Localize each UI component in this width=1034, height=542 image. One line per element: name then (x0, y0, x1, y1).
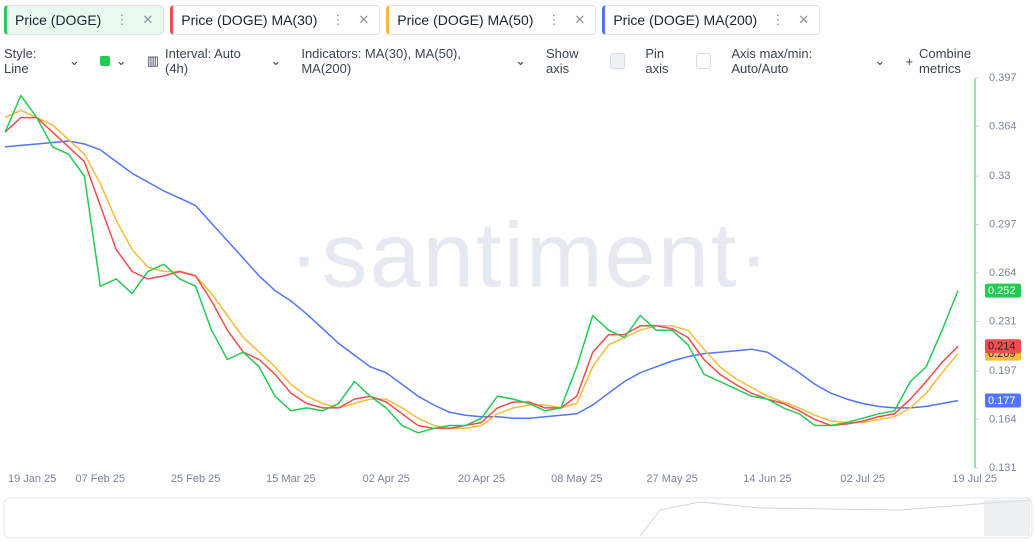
close-icon[interactable]: ✕ (142, 12, 154, 27)
menu-icon[interactable]: ⋮ (331, 12, 345, 27)
menu-icon[interactable]: ⋮ (115, 12, 129, 27)
tab[interactable]: Price (DOGE) ⋮ ✕ (4, 5, 165, 35)
value-badge-label: 0.252 (988, 285, 1016, 297)
label: Pin axis (645, 46, 669, 76)
value-badge-label: 0.214 (988, 341, 1016, 353)
tab[interactable]: Price (DOGE) MA(50) ⋮ ✕ (386, 5, 597, 35)
close-icon[interactable]: ✕ (574, 12, 586, 27)
value-badge (985, 393, 1021, 408)
value-badge (985, 339, 1021, 354)
watermark: ·santiment· (289, 204, 771, 306)
axis-minmax[interactable]: Axis max/min: Auto/Auto ⌄ (731, 46, 886, 76)
label: Style: Line (4, 46, 37, 76)
y-tick-label: 0.131 (989, 462, 1017, 474)
x-tick-label: 25 Feb 25 (171, 473, 221, 485)
y-tick-label: 0.297 (989, 219, 1017, 231)
y-tick-label: 0.364 (989, 120, 1017, 132)
x-tick-label: 19 Jul 25 (952, 473, 997, 485)
checkbox[interactable] (609, 53, 626, 69)
navigator-window[interactable] (984, 500, 1030, 536)
y-tick-label: 0.197 (989, 365, 1017, 377)
series-line (4, 94, 959, 434)
navigator[interactable] (3, 497, 1033, 539)
metric-tabs: Price (DOGE) ⋮ ✕ Price (DOGE) MA(30) ⋮ ✕ Pri… (4, 5, 821, 35)
chart: ·santiment· 0.131 0.164 0.197 0.231 0.264 0.2… (3, 72, 1033, 539)
label: Interval: Auto (4h) (165, 46, 241, 76)
tab[interactable]: Price (DOGE) MA(200) ⋮ ✕ (602, 5, 821, 35)
tab-label: Price (DOGE) MA(50) (397, 12, 534, 28)
menu-icon[interactable]: ⋮ (771, 12, 785, 27)
label: Indicators: MA(30), MA(50), MA(200) (301, 46, 461, 76)
x-tick-label: 02 Jul 25 (840, 473, 885, 485)
show-axis[interactable]: Show axis (546, 46, 626, 76)
toolbar: Style: Line ⌄ ⌄ ▥ Interval: Auto (4h) ⌄ In… (4, 46, 1034, 76)
checkbox[interactable] (695, 53, 712, 69)
pin-axis[interactable]: Pin axis (645, 46, 712, 76)
y-tick-label: 0.164 (989, 414, 1017, 426)
style-select[interactable]: Style: Line ⌄ (4, 46, 80, 76)
navigator-preview (639, 499, 1031, 537)
label: Show axis (546, 46, 579, 76)
y-tick-label: 0.397 (989, 72, 1017, 84)
x-tick-label: 02 Apr 25 (363, 473, 410, 485)
series-line (4, 109, 959, 430)
tab-label: Price (DOGE) MA(200) (613, 12, 758, 28)
y-tick-label: 0.264 (989, 267, 1017, 279)
close-icon[interactable]: ✕ (358, 12, 370, 27)
y-tick-label: 0.231 (989, 315, 1017, 327)
value-badge (985, 283, 1021, 298)
series-line (4, 116, 959, 430)
y-tick-label: 0.33 (989, 170, 1010, 182)
tab-label: Price (DOGE) MA(30) (181, 12, 318, 28)
menu-icon[interactable]: ⋮ (547, 12, 561, 27)
x-tick-label: 19 Jan 25 (8, 473, 56, 485)
label: Combine metrics (919, 46, 972, 76)
interval-select[interactable]: ▥ Interval: Auto (4h) ⌄ (146, 46, 282, 76)
x-tick-label: 08 May 25 (551, 473, 602, 485)
x-tick-label: 07 Feb 25 (76, 473, 126, 485)
color-select[interactable]: ⌄ (99, 53, 127, 69)
x-tick-label: 14 Jun 25 (743, 473, 791, 485)
x-tick-label: 20 Apr 25 (458, 473, 505, 485)
label: Axis max/min: Auto/Auto (731, 46, 813, 76)
series-line (4, 140, 959, 419)
value-badge-label: 0.177 (988, 395, 1016, 407)
color-swatch (99, 56, 110, 66)
close-icon[interactable]: ✕ (798, 12, 810, 27)
indicators-select[interactable]: Indicators: MA(30), MA(50), MA(200) ⌄ (301, 46, 526, 76)
x-tick-label: 27 May 25 (646, 473, 697, 485)
tab[interactable]: Price (DOGE) MA(30) ⋮ ✕ (170, 5, 381, 35)
x-tick-label: 15 Mar 25 (266, 473, 316, 485)
tab-label: Price (DOGE) (15, 12, 102, 28)
combine-metrics[interactable]: + Combine metrics (905, 46, 1014, 76)
